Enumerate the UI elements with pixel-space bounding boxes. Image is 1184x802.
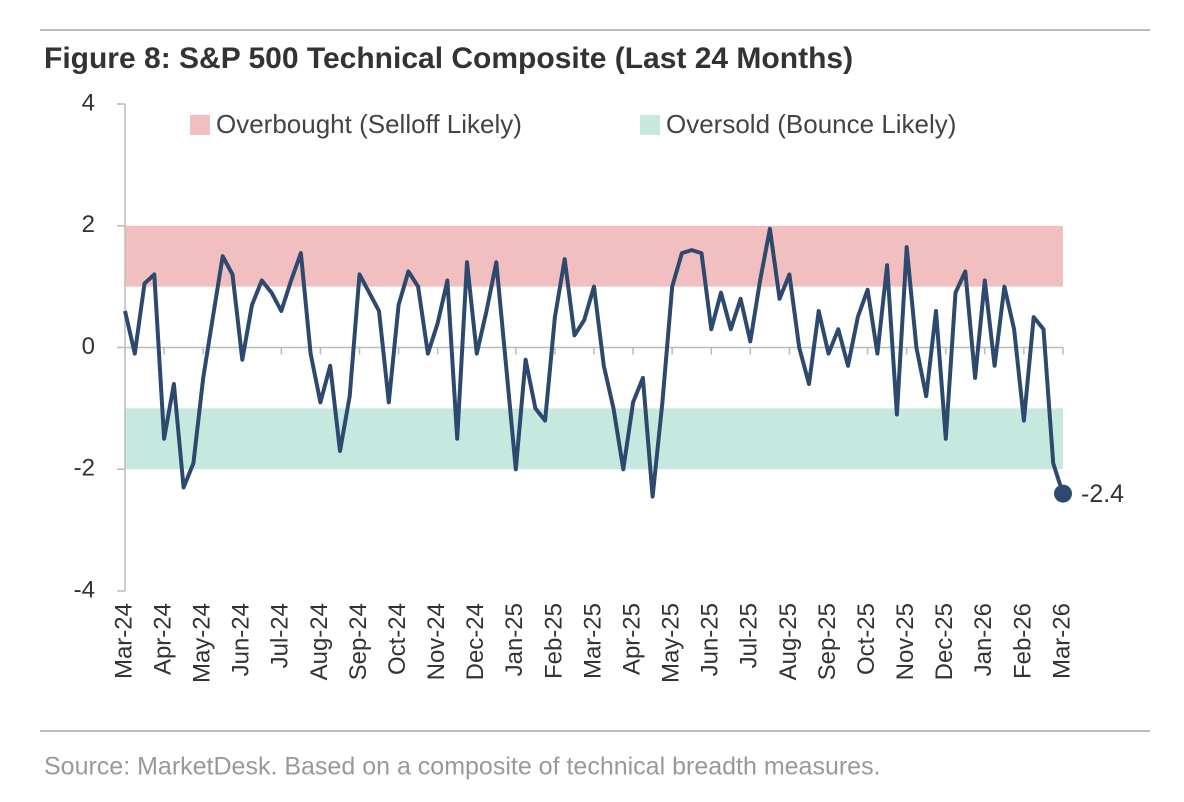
y-tick-label: 2: [82, 211, 95, 238]
x-tick-label: Jun-24: [228, 603, 255, 676]
legend-swatch: [190, 115, 210, 135]
series-line: [123, 226, 1065, 499]
legend-swatch: [640, 115, 660, 135]
x-tick-label: Aug-25: [775, 603, 802, 680]
x-tick-label: Mar-24: [110, 603, 137, 679]
y-tick-label: 4: [82, 89, 95, 116]
end-label: -2.4: [1081, 480, 1124, 508]
x-tick-label: Jun-25: [697, 603, 724, 676]
x-tick-label: Aug-24: [306, 603, 333, 680]
x-tick-label: Oct-25: [853, 603, 880, 675]
y-tick-label: -2: [74, 455, 95, 482]
x-tick-label: Jan-25: [501, 603, 528, 676]
x-tick-label: Apr-25: [618, 603, 645, 675]
x-tick-label: Jul-24: [267, 603, 294, 668]
y-tick-label: 0: [82, 333, 95, 360]
x-tick-label: Sep-25: [814, 603, 841, 680]
x-tick-label: Feb-26: [1009, 603, 1036, 679]
x-tick-label: Sep-24: [345, 603, 372, 680]
x-tick-label: Apr-24: [149, 603, 176, 675]
x-tick-label: Oct-24: [384, 603, 411, 675]
y-tick-label: -4: [74, 576, 95, 603]
x-tick-label: May-25: [658, 603, 685, 683]
x-tick-label: Dec-25: [931, 603, 958, 680]
band: [125, 408, 1063, 470]
x-tick-label: Mar-25: [579, 603, 606, 679]
legend-label: Oversold (Bounce Likely): [666, 109, 956, 139]
x-tick-label: Jul-25: [736, 603, 763, 668]
x-tick-label: Feb-25: [540, 603, 567, 679]
x-tick-label: Nov-25: [892, 603, 919, 680]
x-tick-label: Nov-24: [423, 603, 450, 680]
band: [125, 225, 1063, 287]
end-marker: [1054, 484, 1072, 503]
x-tick-label: Dec-24: [462, 603, 489, 680]
x-tick-label: May-24: [189, 603, 216, 683]
x-tick-label: Jan-26: [970, 603, 997, 676]
chart-title: Figure 8: S&P 500 Technical Composite (L…: [44, 42, 853, 75]
legend-label: Overbought (Selloff Likely): [216, 109, 522, 139]
x-tick-label: Mar-26: [1048, 603, 1075, 679]
source-note: Source: MarketDesk. Based on a composite…: [44, 753, 881, 781]
